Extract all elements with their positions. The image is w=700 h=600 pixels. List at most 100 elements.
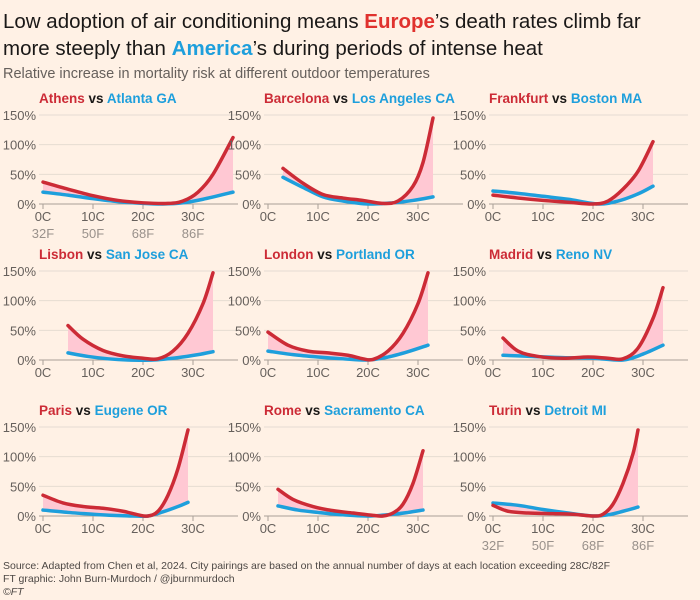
y-tick-label: 50% bbox=[235, 167, 261, 182]
chart-title: Low adoption of air conditioning means E… bbox=[3, 8, 693, 62]
y-tick-label: 150% bbox=[453, 264, 487, 279]
panel-frankfurt: Frankfurt vs Boston MA 0% 50% 100% 150% 0C 10C… bbox=[450, 88, 688, 258]
europe-city: Lisbon bbox=[39, 247, 84, 262]
panel-title: Barcelona vs Los Angeles CA bbox=[264, 91, 455, 106]
x-tick-label-c: 10C bbox=[531, 521, 555, 536]
x-tick-label-f: 32F bbox=[32, 226, 54, 241]
us-line bbox=[266, 343, 430, 362]
title-text: Low adoption of air conditioning means bbox=[3, 10, 365, 33]
vs-label: vs bbox=[552, 91, 568, 106]
x-tick-label-c: 30C bbox=[631, 209, 655, 224]
y-tick-label: 50% bbox=[235, 323, 261, 338]
x-tick-label-c: 10C bbox=[306, 209, 330, 224]
panel-barcelona: Barcelona vs Los Angeles CA 0% 50% 100% 150%… bbox=[225, 88, 463, 258]
x-tick-label-c: 10C bbox=[81, 209, 105, 224]
x-tick-label-c: 30C bbox=[181, 209, 205, 224]
y-tick-label: 100% bbox=[3, 450, 37, 465]
y-tick-label: 0% bbox=[467, 509, 486, 524]
us-line bbox=[66, 349, 215, 362]
panel-plot: 0% 50% 100% 150% 0C 10C 20C 30C bbox=[228, 108, 463, 224]
europe-city: Paris bbox=[39, 403, 73, 418]
y-tick-label: 100% bbox=[453, 294, 487, 309]
panel-plot: 0% 50% 100% 150% 0C 10C 20C 30C bbox=[3, 420, 238, 536]
title-text: ’s death rates climb far more steeply th… bbox=[3, 10, 641, 60]
panel-plot: 0% 50% 100% 150% 0C 10C 20C 30C bbox=[228, 420, 463, 536]
title-text: ’s during periods of intense heat bbox=[252, 37, 543, 60]
europe-line bbox=[276, 448, 425, 518]
chart-subtitle: Relative increase in mortality risk at d… bbox=[3, 66, 430, 82]
x-tick-label-c: 10C bbox=[306, 365, 330, 380]
us-line bbox=[281, 175, 435, 206]
x-tick-label-c: 20C bbox=[581, 521, 605, 536]
y-tick-label: 100% bbox=[453, 138, 487, 153]
x-tick-label-c: 30C bbox=[406, 365, 430, 380]
x-tick-label-c: 0C bbox=[35, 365, 52, 380]
us-city: Reno NV bbox=[555, 247, 613, 262]
x-tick-label-f: 86F bbox=[632, 538, 654, 553]
panel-title: Athens vs Atlanta GA bbox=[39, 91, 177, 106]
y-tick-label: 150% bbox=[3, 264, 37, 279]
panel-plot: 0% 50% 100% 150% 0C 10C 20C 30C bbox=[453, 108, 688, 224]
panel-paris: Paris vs Eugene OR 0% 50% 100% 150% 0C 10C 20C 3… bbox=[0, 400, 238, 570]
europe-city: Barcelona bbox=[264, 91, 330, 106]
europe-city: Frankfurt bbox=[489, 91, 549, 106]
x-tick-label-c: 30C bbox=[406, 521, 430, 536]
europe-line bbox=[41, 135, 235, 206]
x-tick-label-c: 20C bbox=[581, 365, 605, 380]
x-tick-label-c: 0C bbox=[260, 521, 277, 536]
y-tick-label: 0% bbox=[242, 353, 261, 368]
vs-label: vs bbox=[305, 403, 321, 418]
x-tick-label-c: 30C bbox=[406, 209, 430, 224]
panel-title: Lisbon vs San Jose CA bbox=[39, 247, 188, 262]
europe-line bbox=[66, 271, 215, 362]
y-tick-label: 50% bbox=[10, 323, 36, 338]
gap-area bbox=[268, 272, 428, 361]
panel-madrid: Madrid vs Reno NV 0% 50% 100% 150% 0C 10C 20C 30… bbox=[450, 244, 688, 414]
x-tick-label-c: 0C bbox=[485, 521, 502, 536]
europe-city: Rome bbox=[264, 403, 302, 418]
y-tick-label: 0% bbox=[242, 509, 261, 524]
vs-label: vs bbox=[317, 247, 333, 262]
vs-label: vs bbox=[525, 403, 541, 418]
y-tick-label: 100% bbox=[3, 138, 37, 153]
title-europe: Europe bbox=[364, 10, 435, 33]
y-tick-label: 150% bbox=[228, 264, 262, 279]
vs-label: vs bbox=[88, 91, 104, 106]
x-tick-label-f: 86F bbox=[182, 226, 204, 241]
copyright: ©FT bbox=[3, 586, 24, 598]
europe-line bbox=[491, 428, 640, 518]
europe-line bbox=[491, 139, 655, 206]
panel-title: Paris vs Eugene OR bbox=[39, 403, 167, 418]
panel-title: Turin vs Detroit MI bbox=[489, 403, 607, 418]
panel-lisbon: Lisbon vs San Jose CA 0% 50% 100% 150% 0C 10C 2… bbox=[0, 244, 238, 414]
vs-label: vs bbox=[333, 91, 349, 106]
x-tick-label-c: 20C bbox=[131, 365, 155, 380]
y-tick-label: 100% bbox=[228, 294, 262, 309]
x-tick-label-c: 20C bbox=[581, 209, 605, 224]
panel-athens: Athens vs Atlanta GA 0% 50% 100% 150% 0C 32F 10… bbox=[0, 88, 238, 258]
x-tick-label-c: 0C bbox=[35, 209, 52, 224]
y-tick-label: 50% bbox=[460, 167, 486, 182]
y-tick-label: 50% bbox=[460, 479, 486, 494]
us-city: San Jose CA bbox=[105, 247, 189, 262]
vs-label: vs bbox=[75, 403, 91, 418]
y-tick-label: 50% bbox=[460, 323, 486, 338]
x-tick-label-c: 30C bbox=[181, 365, 205, 380]
panel-plot: 0% 50% 100% 150% 0C 10C 20C 30C bbox=[453, 264, 688, 380]
us-city: Sacramento CA bbox=[324, 403, 425, 418]
vs-label: vs bbox=[537, 247, 553, 262]
vs-label: vs bbox=[87, 247, 103, 262]
y-tick-label: 50% bbox=[235, 479, 261, 494]
panel-title: Rome vs Sacramento CA bbox=[264, 403, 425, 418]
y-tick-label: 150% bbox=[228, 108, 262, 123]
y-tick-label: 150% bbox=[3, 420, 37, 435]
panel-plot: 0% 50% 100% 150% 0C 10C 20C 30C bbox=[3, 264, 238, 380]
x-tick-label-f: 50F bbox=[532, 538, 554, 553]
panel-rome: Rome vs Sacramento CA 0% 50% 100% 150% 0C 10C 2… bbox=[225, 400, 463, 570]
europe-city: London bbox=[264, 247, 314, 262]
x-tick-label-c: 30C bbox=[631, 365, 655, 380]
panel-turin: Turin vs Detroit MI 0% 50% 100% 150% 0C 32F 10C… bbox=[450, 400, 688, 570]
y-tick-label: 150% bbox=[3, 108, 37, 123]
europe-line bbox=[41, 428, 190, 518]
x-tick-label-c: 30C bbox=[631, 521, 655, 536]
